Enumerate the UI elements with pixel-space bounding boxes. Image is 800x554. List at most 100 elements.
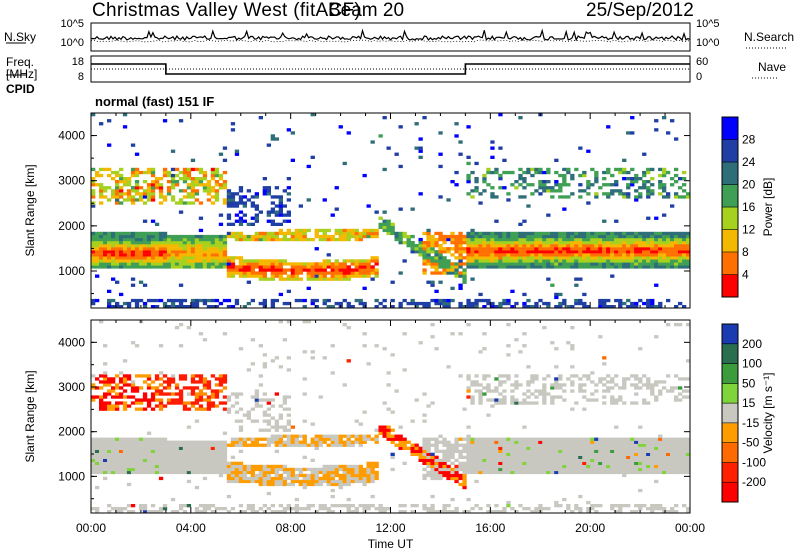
echo-cell — [99, 467, 104, 472]
echo-cell — [646, 401, 651, 405]
echo-cell — [658, 464, 663, 469]
echo-cell — [130, 389, 136, 393]
echo-cell — [670, 183, 675, 187]
echo-cell — [166, 189, 172, 193]
echo-cell — [326, 271, 331, 275]
echo-cell — [622, 237, 627, 242]
echo-cell — [146, 449, 152, 453]
echo-cell — [107, 253, 112, 257]
echo-cell — [242, 204, 247, 208]
echo-cell — [662, 195, 667, 199]
echo-cell — [182, 234, 188, 239]
echo-cell — [190, 250, 196, 254]
echo-cell — [358, 440, 363, 444]
echo-cell — [198, 259, 204, 263]
echo-cell — [162, 231, 168, 236]
echo-cell — [674, 180, 679, 184]
echo-cell — [134, 443, 140, 447]
echo-cell — [434, 347, 439, 351]
echo-cell — [466, 262, 471, 266]
echo-cell — [99, 265, 104, 269]
echo-cell — [434, 458, 439, 462]
echo-cell — [182, 440, 188, 444]
echo-cell — [354, 464, 359, 469]
echo-cell — [602, 362, 607, 366]
echo-cell — [454, 437, 459, 441]
echo-cell — [150, 446, 156, 450]
echo-cell — [230, 507, 236, 511]
echo-cell — [486, 244, 491, 248]
echo-cell — [222, 183, 228, 187]
echo-cell — [366, 259, 371, 263]
echo-cell — [630, 464, 635, 469]
echo-cell — [518, 470, 523, 475]
echo-cell — [606, 298, 611, 303]
echo-cell — [678, 377, 683, 381]
echo-cell — [99, 380, 104, 384]
echo-cell — [506, 446, 511, 450]
echo-cell — [154, 180, 160, 184]
echo-cell — [378, 134, 383, 138]
echo-cell — [658, 380, 663, 384]
echo-cell — [146, 170, 152, 175]
echo-cell — [618, 301, 623, 306]
echo-cell — [330, 470, 335, 475]
echo-cell — [282, 231, 287, 236]
echo-cell — [638, 250, 643, 254]
echo-cell — [614, 237, 619, 242]
echo-cell — [230, 234, 236, 239]
echo-cell — [282, 271, 287, 275]
echo-cell — [194, 386, 200, 390]
echo-cell — [466, 125, 471, 129]
echo-cell — [478, 256, 483, 260]
echo-cell — [146, 404, 152, 408]
echo-cell — [430, 335, 435, 339]
echo-cell — [266, 186, 271, 190]
echo-cell — [198, 461, 204, 465]
echo-cell — [554, 180, 559, 184]
echo-cell — [578, 446, 583, 450]
echo-cell — [458, 262, 463, 266]
echo-cell — [338, 485, 343, 490]
echo-cell — [286, 301, 291, 306]
echo-cell — [254, 401, 259, 405]
echo-cell — [111, 237, 116, 242]
echo-cell — [91, 253, 96, 257]
echo-cell — [134, 152, 140, 156]
echo-cell — [506, 256, 511, 260]
echo-cell — [618, 262, 623, 266]
echo-cell — [238, 210, 244, 214]
echo-cell — [142, 253, 148, 257]
echo-cell — [95, 250, 100, 254]
echo-cell — [534, 167, 539, 172]
echo-cell — [498, 461, 503, 465]
echo-cell — [374, 228, 379, 233]
echo-cell — [466, 443, 471, 447]
echo-cell — [626, 247, 631, 251]
echo-cell — [142, 446, 148, 450]
echo-cell — [166, 401, 172, 405]
echo-cell — [422, 504, 427, 508]
echo-cell — [91, 237, 96, 242]
echo-cell — [438, 271, 443, 275]
echo-cell — [119, 180, 124, 184]
echo-cell — [618, 470, 623, 475]
echo-cell — [678, 398, 683, 402]
echo-cell — [130, 247, 136, 251]
echo-cell — [142, 443, 148, 447]
echo-cell — [306, 320, 311, 324]
echo-cell — [538, 244, 543, 248]
echo-cell — [230, 305, 236, 309]
echo-cell — [522, 256, 527, 260]
echo-cell — [494, 253, 499, 257]
echo-cell — [214, 467, 220, 472]
echo-cell — [130, 143, 136, 147]
echo-cell — [586, 500, 591, 505]
echo-cell — [598, 234, 603, 239]
echo-cell — [358, 234, 363, 239]
echo-cell — [582, 253, 587, 257]
echo-cell — [582, 452, 587, 456]
echo-cell — [194, 392, 200, 396]
echo-cell — [602, 234, 607, 239]
echo-cell — [334, 228, 339, 233]
